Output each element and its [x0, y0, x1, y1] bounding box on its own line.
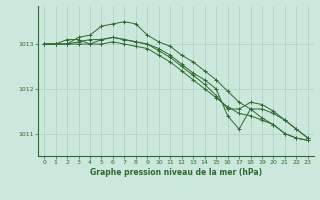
X-axis label: Graphe pression niveau de la mer (hPa): Graphe pression niveau de la mer (hPa) — [90, 168, 262, 177]
